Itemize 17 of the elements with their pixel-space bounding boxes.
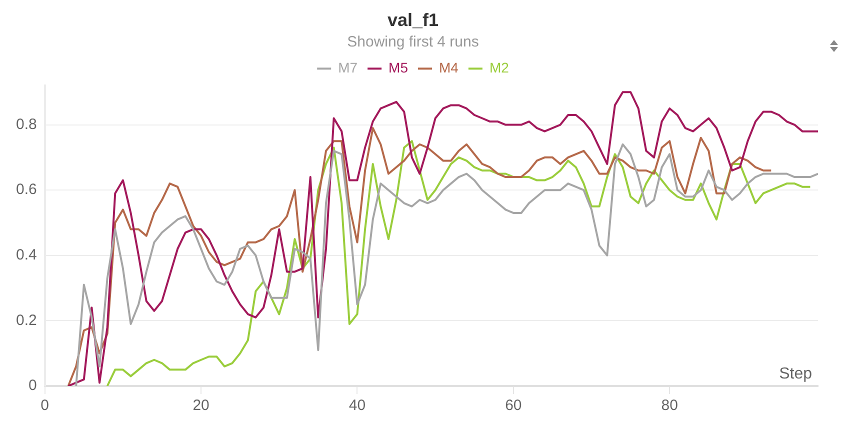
legend-label: M2 [489,59,510,76]
x-tick-label: 80 [661,397,678,414]
x-tick-label: 60 [505,397,522,414]
chart-title: val_f1 [387,10,439,30]
y-tick-label: 0.4 [16,246,37,264]
legend-label: M5 [388,59,408,76]
y-tick-label: 0.2 [16,312,37,329]
x-axis-title: Step [779,365,812,382]
legend-label: M4 [439,59,459,76]
y-tick-label: 0.8 [16,116,37,133]
legend-label: M7 [338,59,358,76]
y-tick-label: 0.6 [16,181,37,198]
x-tick-label: 40 [348,397,366,414]
x-tick-label: 0 [40,397,50,414]
x-tick-label: 20 [192,397,210,414]
chart-subtitle: Showing first 4 runs [347,34,479,51]
y-tick-label: 0 [28,377,37,394]
